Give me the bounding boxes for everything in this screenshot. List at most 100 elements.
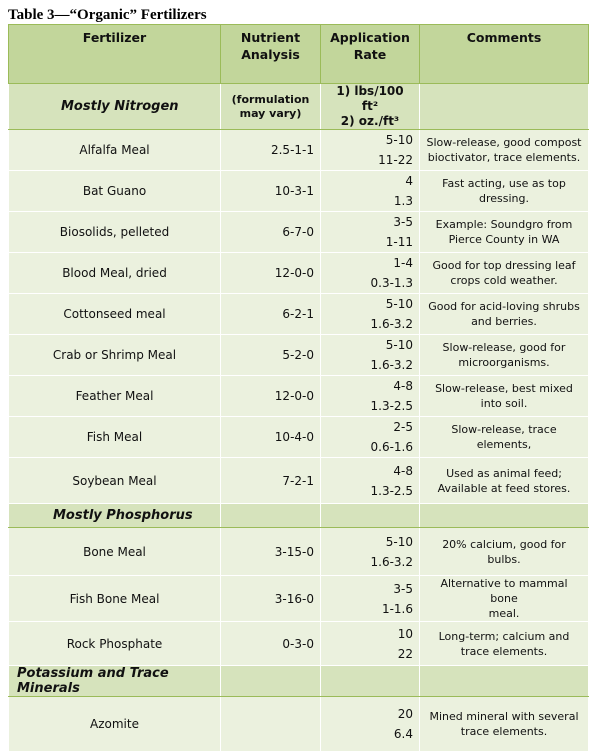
section-name: Mostly Phosphorus <box>8 503 221 528</box>
header-application-rate: Application Rate <box>320 24 420 84</box>
rate-lbs: 10 <box>397 626 413 641</box>
table-row: Soybean Meal 7-2-1 4-8 1.3-2.5 Used as anima… <box>8 457 589 504</box>
comment: 20% calcium, good for bulbs. <box>419 527 589 576</box>
comment: Slow-release, good compost bioctivator, t… <box>419 129 589 171</box>
rate-oz: 11-22 <box>378 153 413 167</box>
rate-lbs: 2-5 <box>393 420 413 434</box>
application-rate: 5-10 1.6-3.2 <box>320 293 420 335</box>
nutrient-analysis: 6-2-1 <box>220 293 321 335</box>
rate-oz: 1-1.6 <box>381 601 413 616</box>
table-row: Alfalfa Meal 2.5-1-1 5-10 11-22 Slow-release… <box>8 129 589 171</box>
fertilizer-name: Fish Meal <box>8 416 221 458</box>
fertilizer-name: Rock Phosphate <box>8 621 221 666</box>
comment: Good for top dressing leaf crops cold wea… <box>419 252 589 294</box>
section-header-row: Mostly Phosphorus <box>8 503 589 528</box>
rate-oz: 1.3-2.5 <box>370 399 414 413</box>
fertilizer-table: Fertilizer Nutrient Analysis Application R… <box>8 24 589 752</box>
comment: Example: Soundgro from Pierce County in W… <box>419 211 589 253</box>
section-name: Potassium and Trace Minerals <box>8 665 221 697</box>
comment: Alternative to mammal bone meal. <box>419 575 589 622</box>
nutrient-analysis: 10-4-0 <box>220 416 321 458</box>
section-comment-cell <box>419 503 589 528</box>
comment: Slow-release, good for microorganisms. <box>419 334 589 376</box>
section-note: (formulation may vary) <box>220 83 321 130</box>
section-comment-cell <box>419 83 589 130</box>
nutrient-analysis: 3-16-0 <box>220 575 321 622</box>
fertilizer-name: Soybean Meal <box>8 457 221 504</box>
comment: Mined mineral with several trace elements… <box>419 696 589 752</box>
table-row: Fish Bone Meal 3-16-0 3-5 1-1.6 Alternative … <box>8 575 589 622</box>
section-rate-units <box>320 665 420 697</box>
application-rate: 3-5 1-11 <box>320 211 420 253</box>
nutrient-analysis: 10-3-1 <box>220 170 321 212</box>
rate-lbs: 5-10 <box>385 297 413 311</box>
rate-lbs: 3-5 <box>393 215 413 229</box>
fertilizer-name: Azomite <box>8 696 221 752</box>
table-row: Azomite 20 6.4 Mined mineral with several tr… <box>8 696 589 752</box>
rate-lbs: 20 <box>397 707 413 721</box>
section-comment-cell <box>419 665 589 697</box>
table-row: Blood Meal, dried 12-0-0 1-4 0.3-1.3 Good fo… <box>8 252 589 294</box>
table-row: Crab or Shrimp Meal 5-2-0 5-10 1.6-3.2 Slow-… <box>8 334 589 376</box>
nutrient-analysis: 5-2-0 <box>220 334 321 376</box>
application-rate: 5-10 1.6-3.2 <box>320 527 420 576</box>
comment: Used as animal feed; Available at feed st… <box>419 457 589 504</box>
section-note <box>220 503 321 528</box>
fertilizer-name: Crab or Shrimp Meal <box>8 334 221 376</box>
rate-lbs: 4-8 <box>393 379 413 393</box>
section-name: Mostly Nitrogen <box>8 83 221 130</box>
application-rate: 5-10 1.6-3.2 <box>320 334 420 376</box>
fertilizer-name: Feather Meal <box>8 375 221 417</box>
section-rate-units <box>320 503 420 528</box>
fertilizer-name: Bone Meal <box>8 527 221 576</box>
section-note <box>220 665 321 697</box>
rate-oz: 22 <box>397 646 413 661</box>
table-row: Rock Phosphate 0-3-0 10 22 Long-term; calciu… <box>8 621 589 666</box>
application-rate: 4-8 1.3-2.5 <box>320 457 420 504</box>
rate-oz: 0.6-1.6 <box>370 440 414 454</box>
fertilizer-name: Blood Meal, dried <box>8 252 221 294</box>
comment: Good for acid-loving shrubs and berries. <box>419 293 589 335</box>
rate-lbs: 5-10 <box>385 133 413 147</box>
comment: Long-term; calcium and trace elements. <box>419 621 589 666</box>
rate-oz: 1.6-3.2 <box>370 554 414 569</box>
application-rate: 2-5 0.6-1.6 <box>320 416 420 458</box>
application-rate: 4 1.3 <box>320 170 420 212</box>
rate-lbs: 3-5 <box>393 581 413 596</box>
header-fertilizer: Fertilizer <box>8 24 221 84</box>
table-row: Fish Meal 10-4-0 2-5 0.6-1.6 Slow-release, t… <box>8 416 589 458</box>
rate-oz: 1.3 <box>393 194 413 208</box>
header-row: Fertilizer Nutrient Analysis Application R… <box>8 24 589 84</box>
nutrient-analysis: 2.5-1-1 <box>220 129 321 171</box>
application-rate: 20 6.4 <box>320 696 420 752</box>
fertilizer-name: Biosolids, pelleted <box>8 211 221 253</box>
table-title: Table 3—“Organic” Fertilizers <box>8 7 207 23</box>
nutrient-analysis: 3-15-0 <box>220 527 321 576</box>
fertilizer-name: Cottonseed meal <box>8 293 221 335</box>
nutrient-analysis: 12-0-0 <box>220 375 321 417</box>
header-nutrient-analysis: Nutrient Analysis <box>220 24 321 84</box>
section-header-row: Potassium and Trace Minerals <box>8 665 589 697</box>
table-row: Biosolids, pelleted 6-7-0 3-5 1-11 Example: … <box>8 211 589 253</box>
application-rate: 10 22 <box>320 621 420 666</box>
rate-lbs: 5-10 <box>385 338 413 352</box>
rate-oz: 1-11 <box>385 235 413 249</box>
rate-lbs: 5-10 <box>385 534 413 549</box>
nutrient-analysis: 7-2-1 <box>220 457 321 504</box>
table-row: Feather Meal 12-0-0 4-8 1.3-2.5 Slow-release… <box>8 375 589 417</box>
rate-oz: 1.6-3.2 <box>370 358 414 372</box>
rate-oz: 1.6-3.2 <box>370 317 414 331</box>
fertilizer-name: Alfalfa Meal <box>8 129 221 171</box>
comment: Slow-release, best mixed into soil. <box>419 375 589 417</box>
comment: Slow-release, trace elements, <box>419 416 589 458</box>
section-rate-units: 1) lbs/100 ft² 2) oz./ft³ <box>320 83 420 130</box>
table-row: Bat Guano 10-3-1 4 1.3 Fast acting, use as t… <box>8 170 589 212</box>
nutrient-analysis <box>220 696 321 752</box>
rate-oz: 0.3-1.3 <box>370 276 414 290</box>
rate-lbs: 4 <box>405 174 413 188</box>
fertilizer-name: Fish Bone Meal <box>8 575 221 622</box>
application-rate: 1-4 0.3-1.3 <box>320 252 420 294</box>
rate-lbs: 4-8 <box>393 463 413 478</box>
application-rate: 3-5 1-1.6 <box>320 575 420 622</box>
nutrient-analysis: 0-3-0 <box>220 621 321 666</box>
